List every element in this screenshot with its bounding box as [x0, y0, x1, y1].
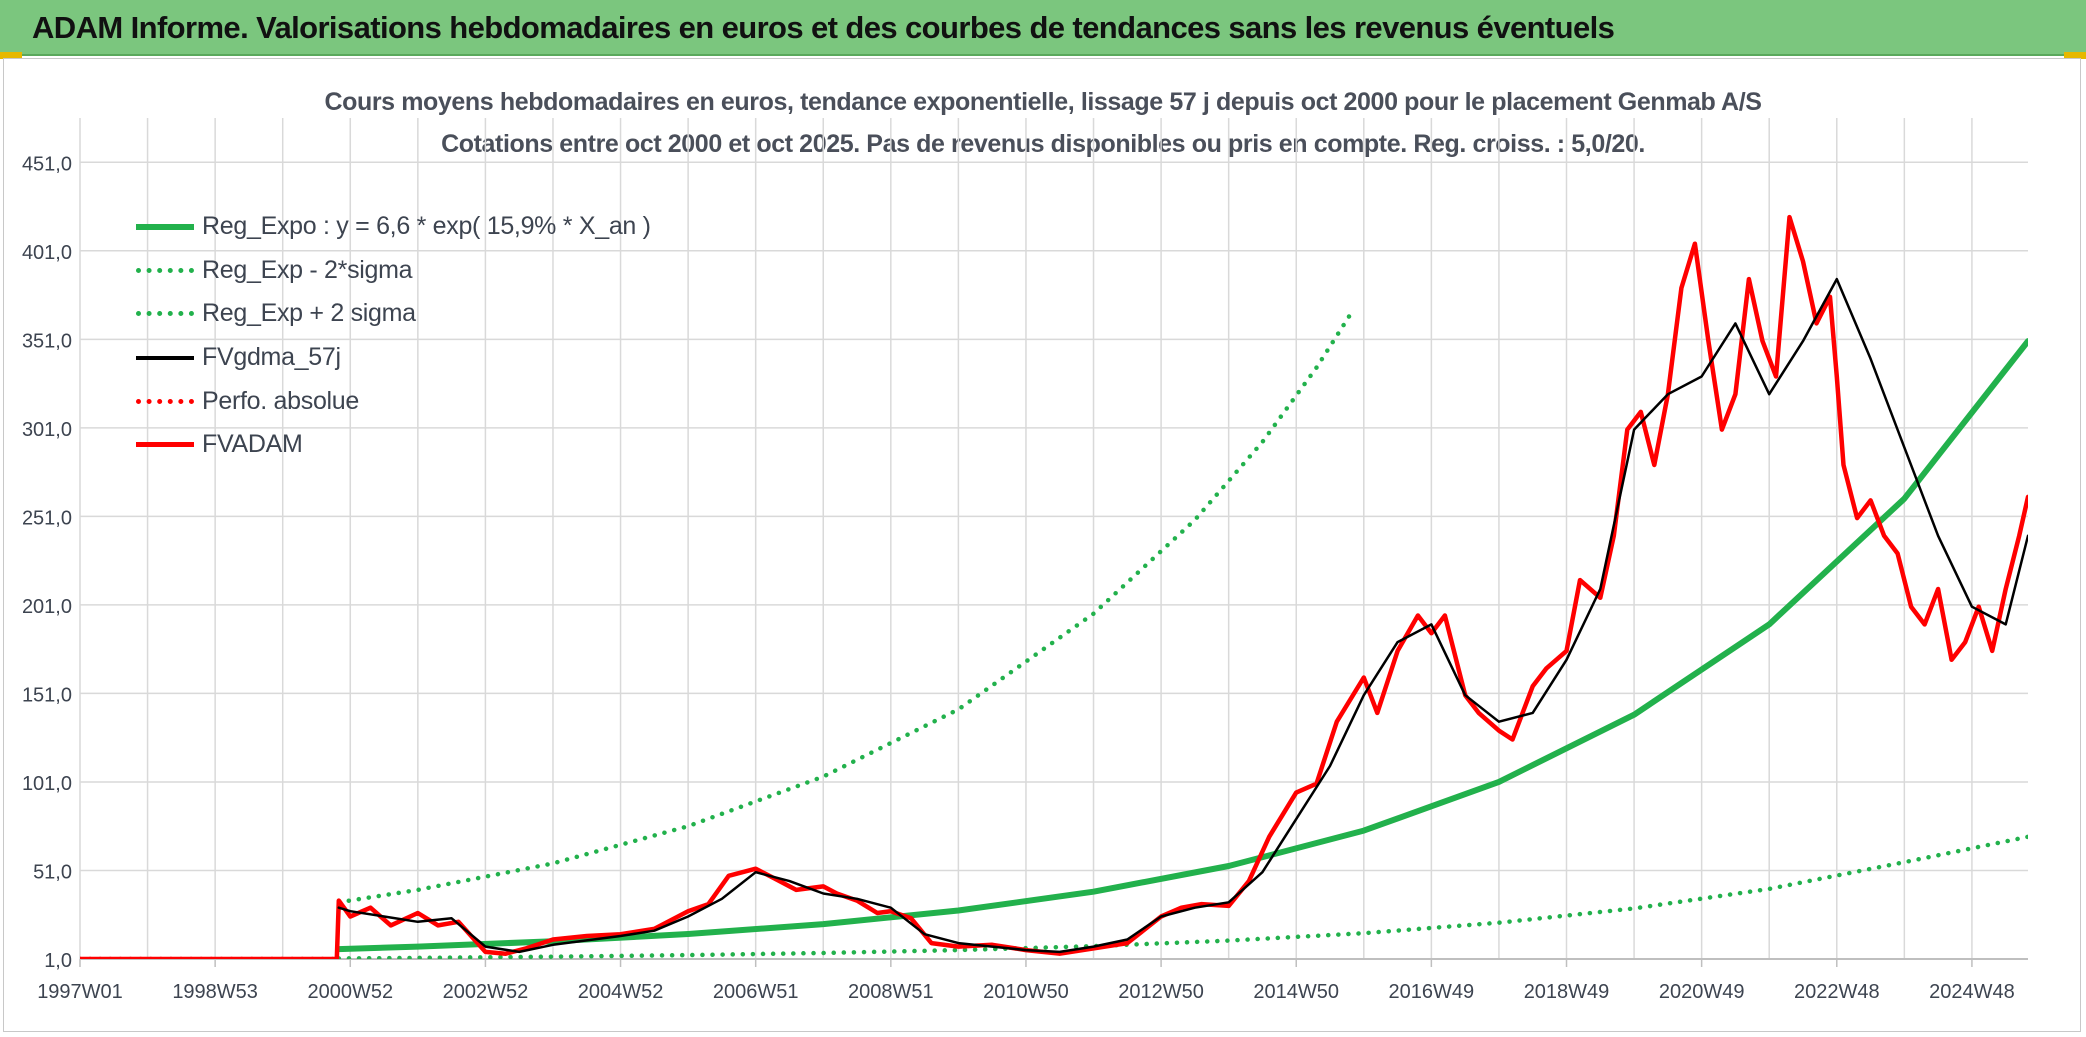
x-tick-label: 1998W53	[172, 981, 258, 1003]
x-tick-label: 2020W49	[1659, 981, 1745, 1003]
x-tick-label: 2002W52	[443, 981, 529, 1003]
y-tick-label: 451,0	[22, 153, 72, 175]
y-tick-label: 401,0	[22, 242, 72, 264]
y-tick-label: 51,0	[33, 861, 72, 883]
legend-label: Perfo. absolue	[202, 386, 360, 415]
series-line	[335, 338, 2028, 953]
legend-label: Reg_Exp - 2*sigma	[202, 255, 413, 284]
y-axis: 1,0 51,0 101,0 151,0 201,0 251,0 301,0 351,0 401…	[22, 153, 72, 972]
legend-label: Reg_Expo : y = 6,6 * exp( 15,9% * X_an )	[202, 212, 651, 241]
chart-frame	[3, 58, 2081, 1032]
legend-swatch	[136, 442, 194, 448]
y-tick-label: 201,0	[22, 596, 72, 618]
legend-label: FVADAM	[202, 430, 303, 459]
chart-grid	[79, 118, 2028, 960]
y-tick-label: 301,0	[22, 419, 72, 441]
x-tick-label: 2010W50	[983, 981, 1069, 1003]
chart-legend: Reg_Expo : y = 6,6 * exp( 15,9% * X_an )…	[136, 205, 651, 467]
legend-label: Reg_Exp + 2 sigma	[202, 299, 416, 328]
legend-swatch	[136, 311, 194, 317]
y-tick-label: 101,0	[22, 773, 72, 795]
y-tick-label: 251,0	[22, 507, 72, 529]
banner-title: ADAM Informe. Valorisations hebdomadaire…	[32, 10, 1615, 45]
x-tick-label: 2022W48	[1794, 981, 1880, 1003]
title-banner: ADAM Informe. Valorisations hebdomadaire…	[0, 0, 2086, 56]
y-tick-label: 351,0	[22, 330, 72, 352]
banner-corner-right	[2064, 52, 2086, 59]
legend-item: Reg_Expo : y = 6,6 * exp( 15,9% * X_an )	[136, 205, 651, 249]
x-tick-label: 2012W50	[1118, 981, 1204, 1003]
x-tick-label: 2008W51	[848, 981, 934, 1003]
x-tick-label: 1997W01	[37, 981, 123, 1003]
x-tick-label: 2014W50	[1253, 981, 1339, 1003]
chart-title: Cours moyens hebdomadaires en euros, ten…	[324, 88, 1762, 116]
x-axis: 1997W01 1998W53 2000W52 2002W52 2004W52 2006W…	[37, 958, 2028, 1003]
legend-item: Reg_Exp - 2*sigma	[136, 249, 651, 293]
legend-item: Reg_Exp + 2 sigma	[136, 292, 651, 336]
legend-item: FVgdma_57j	[136, 336, 651, 380]
legend-swatch	[136, 223, 194, 230]
chart-series	[80, 214, 2028, 959]
y-tick-label: 151,0	[22, 684, 72, 706]
legend-label: FVgdma_57j	[202, 343, 341, 372]
legend-swatch	[136, 355, 194, 360]
banner-corner-left	[0, 52, 22, 59]
legend-swatch	[136, 267, 194, 273]
legend-item: Perfo. absolue	[136, 379, 651, 423]
series-line	[336, 312, 1353, 905]
legend-swatch	[136, 398, 194, 404]
series-line	[337, 277, 2028, 954]
legend-item: FVADAM	[136, 423, 651, 467]
y-tick-label: 1,0	[44, 950, 72, 972]
series-line	[80, 214, 2028, 959]
x-tick-label: 2000W52	[307, 981, 393, 1003]
x-tick-label: 2016W49	[1389, 981, 1475, 1003]
x-tick-label: 2006W51	[713, 981, 799, 1003]
x-tick-label: 2018W49	[1524, 981, 1610, 1003]
chart-subtitle: Cotations entre oct 2000 et oct 2025. Pa…	[441, 130, 1645, 158]
x-tick-label: 2024W48	[1929, 981, 2015, 1003]
x-tick-label: 2004W52	[578, 981, 664, 1003]
